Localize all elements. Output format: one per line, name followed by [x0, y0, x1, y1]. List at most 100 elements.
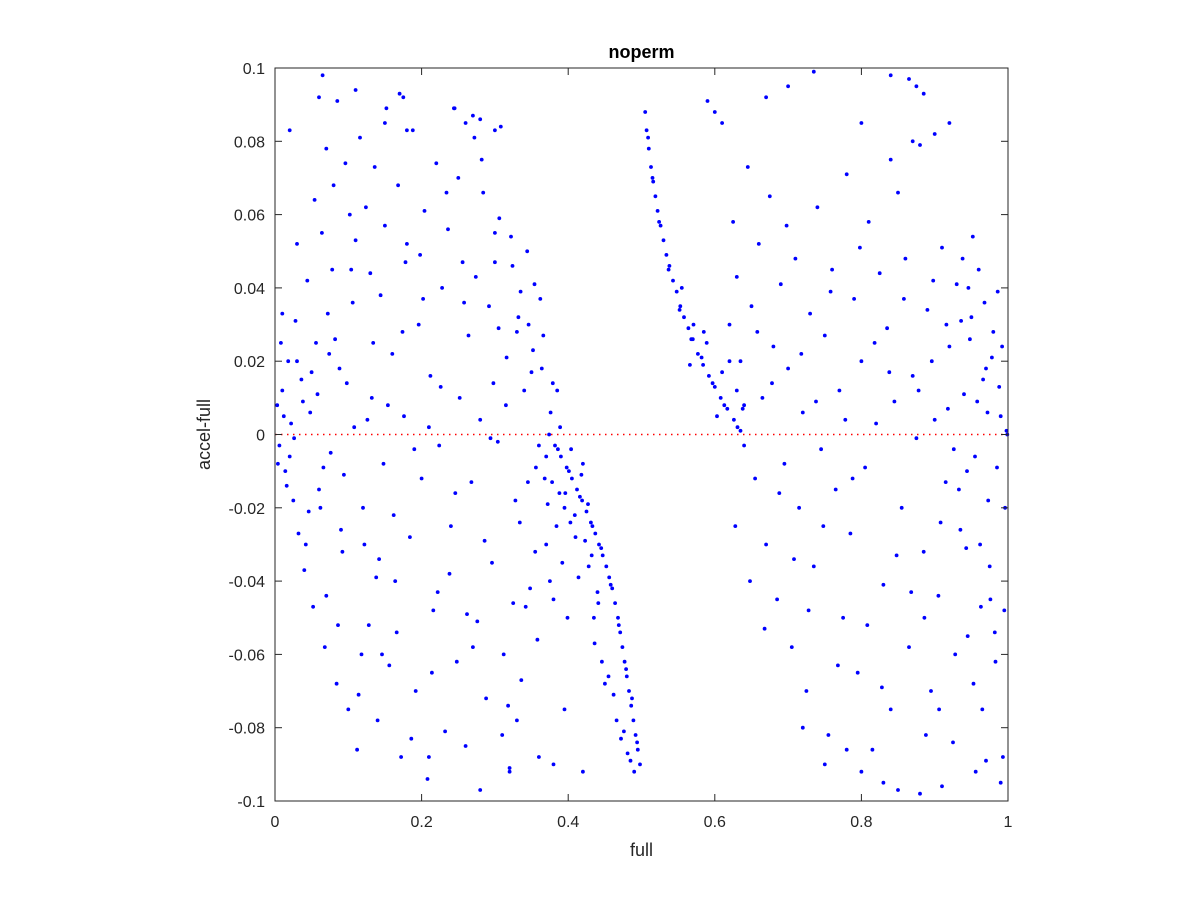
data-point: [606, 674, 611, 679]
data-point: [701, 363, 705, 367]
data-point: [614, 718, 619, 723]
data-point: [510, 264, 515, 268]
data-point: [727, 359, 732, 364]
data-point: [732, 417, 736, 422]
data-point: [981, 377, 985, 382]
data-point: [551, 762, 556, 767]
data-point: [559, 454, 563, 459]
data-point: [580, 498, 584, 503]
data-point: [456, 176, 461, 180]
data-point: [349, 267, 354, 272]
data-point: [362, 542, 367, 547]
data-point: [410, 128, 415, 133]
data-point: [507, 766, 512, 770]
data-point: [583, 538, 587, 543]
data-point: [734, 275, 739, 279]
y-tick-label: 0.02: [234, 354, 265, 371]
data-point: [755, 330, 760, 334]
data-point: [590, 524, 595, 528]
data-point: [826, 733, 831, 737]
data-point: [896, 190, 900, 195]
data-point: [493, 231, 497, 235]
data-point: [302, 568, 307, 572]
data-point: [518, 289, 523, 294]
data-point: [753, 476, 757, 481]
data-point: [973, 769, 978, 774]
data-point: [289, 421, 293, 426]
data-point: [797, 505, 801, 510]
x-tick-label: 0.8: [850, 814, 872, 831]
data-point: [481, 190, 486, 195]
data-point: [799, 352, 804, 356]
data-point: [712, 110, 717, 114]
data-point: [537, 755, 541, 759]
data-point: [462, 300, 466, 305]
data-point: [295, 359, 299, 364]
data-point: [473, 275, 478, 279]
data-point: [320, 231, 324, 235]
data-point: [964, 546, 969, 550]
data-point: [914, 436, 919, 441]
data-point: [475, 619, 480, 624]
data-point: [903, 256, 908, 261]
data-point: [396, 183, 400, 188]
data-point: [497, 216, 502, 221]
data-point: [504, 355, 509, 360]
data-point: [516, 315, 521, 320]
data-point: [870, 747, 875, 752]
data-points: [275, 69, 1010, 796]
data-point: [767, 194, 772, 199]
data-point: [611, 692, 616, 697]
y-tick-label: -0.04: [229, 574, 266, 591]
data-point: [863, 465, 867, 470]
data-point: [947, 344, 952, 349]
data-point: [340, 549, 345, 554]
data-point: [318, 505, 323, 510]
data-point: [484, 696, 488, 701]
data-point: [910, 374, 915, 378]
data-point: [490, 560, 494, 565]
data-point: [525, 249, 530, 254]
data-point: [760, 396, 765, 400]
data-point: [852, 297, 856, 301]
x-tick-label: 0.2: [410, 814, 432, 831]
data-point: [487, 304, 491, 309]
data-point: [811, 69, 816, 74]
data-point: [784, 223, 789, 228]
data-point: [671, 278, 675, 283]
data-point: [916, 388, 921, 393]
data-point: [276, 461, 280, 466]
data-point: [394, 630, 399, 635]
data-point: [976, 267, 981, 272]
data-point: [992, 630, 997, 635]
data-point: [372, 165, 377, 169]
data-point: [371, 341, 376, 345]
data-point: [982, 300, 987, 305]
data-point: [679, 286, 684, 290]
data-point: [620, 645, 625, 649]
data-point: [770, 381, 774, 386]
data-point: [899, 505, 904, 510]
data-point: [391, 513, 396, 517]
data-point: [493, 260, 497, 265]
data-point: [628, 758, 633, 763]
data-point: [472, 135, 477, 140]
data-point: [921, 91, 926, 96]
data-point: [401, 95, 406, 100]
data-point: [383, 121, 387, 125]
data-point: [452, 106, 457, 111]
data-point: [707, 374, 711, 378]
data-point: [629, 703, 634, 708]
data-point: [515, 330, 519, 334]
data-point: [460, 260, 465, 265]
data-point: [335, 99, 340, 103]
data-point: [624, 674, 629, 679]
data-point: [937, 707, 941, 712]
data-point: [311, 604, 315, 609]
data-point: [589, 520, 593, 525]
data-point: [556, 447, 560, 452]
data-point: [500, 733, 505, 737]
data-point: [756, 242, 761, 246]
data-point: [909, 590, 914, 594]
data-point: [830, 267, 834, 272]
